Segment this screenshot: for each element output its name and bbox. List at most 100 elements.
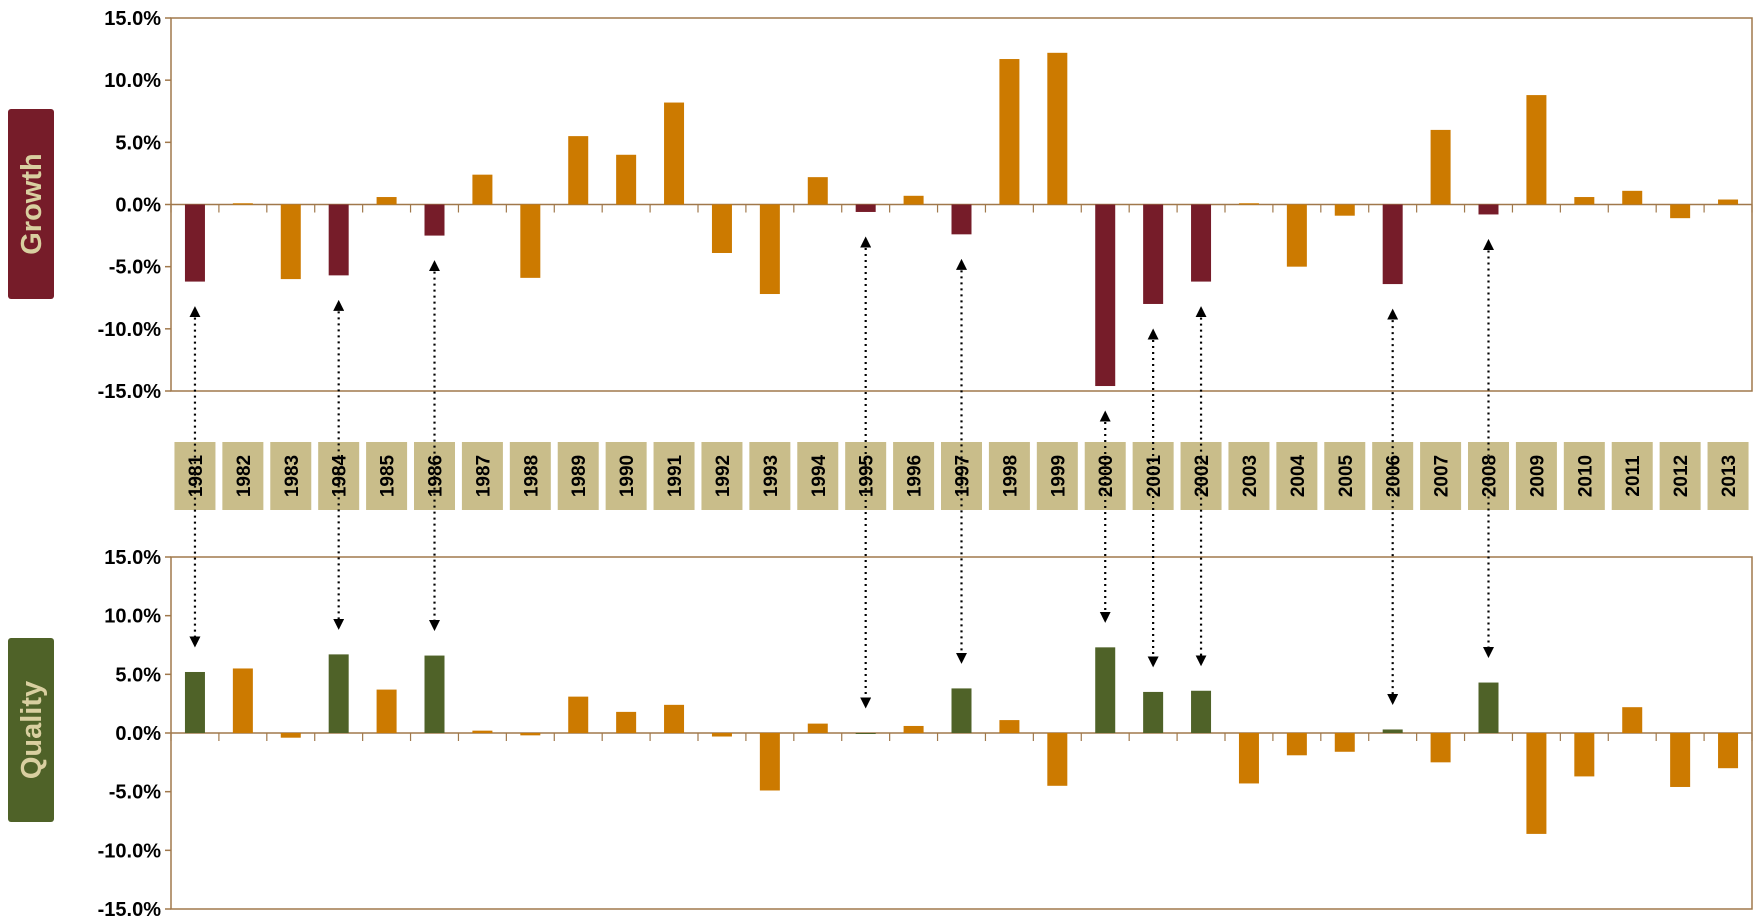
quality-y-tick-label: 5.0% xyxy=(115,664,161,686)
year-box-1994 xyxy=(797,442,839,510)
growth-bar-1992 xyxy=(711,204,732,253)
year-label-2010: 2010 xyxy=(1575,455,1596,497)
growth-bar-2013 xyxy=(1718,199,1739,205)
growth-y-tick-label: 15.0% xyxy=(104,8,161,30)
year-label-1989: 1989 xyxy=(569,455,590,497)
quality-y-tick-label: 0.0% xyxy=(115,723,161,745)
quality-bar-1989 xyxy=(568,696,589,733)
year-box-1998 xyxy=(988,442,1030,510)
quality-bar-2012 xyxy=(1670,733,1691,787)
growth-bar-1983 xyxy=(280,204,301,280)
year-label-1983: 1983 xyxy=(282,455,303,497)
year-box-2010 xyxy=(1563,442,1605,510)
growth-y-tick-label: -5.0% xyxy=(109,257,161,279)
quality-bar-1985 xyxy=(376,689,397,733)
year-label-1997: 1997 xyxy=(953,455,974,497)
growth-bar-1997 xyxy=(951,204,972,235)
quality-label-background xyxy=(8,638,54,822)
year-label-1990: 1990 xyxy=(617,455,638,497)
year-label-2012: 2012 xyxy=(1671,455,1692,497)
quality-label-box: Quality xyxy=(8,638,54,822)
year-box-2011 xyxy=(1611,442,1653,510)
year-box-1996 xyxy=(893,442,935,510)
growth-bar-1990 xyxy=(616,154,637,205)
growth-y-tick-label: 5.0% xyxy=(115,132,161,154)
growth-bar-2002 xyxy=(1191,204,1212,282)
year-label-2003: 2003 xyxy=(1240,455,1261,497)
quality-bar-2011 xyxy=(1622,707,1643,733)
year-label-1991: 1991 xyxy=(665,454,686,497)
year-label-1986: 1986 xyxy=(426,455,447,497)
year-box-2013 xyxy=(1707,442,1749,510)
growth-y-tick-label: -15.0% xyxy=(98,381,162,403)
year-label-2005: 2005 xyxy=(1336,454,1357,497)
year-label-2002: 2002 xyxy=(1192,455,1213,497)
quality-bar-2007 xyxy=(1430,733,1451,763)
year-label-1988: 1988 xyxy=(521,455,542,497)
year-label-1994: 1994 xyxy=(809,454,830,497)
growth-bar-2007 xyxy=(1430,129,1451,205)
quality-bar-1990 xyxy=(616,711,637,733)
growth-label-background xyxy=(8,109,54,299)
quality-bar-2010 xyxy=(1574,733,1595,777)
year-box-2005 xyxy=(1324,442,1366,510)
year-box-2003 xyxy=(1228,442,1270,510)
growth-bar-1994 xyxy=(807,177,828,205)
growth-panel: 15.0% 10.0% 5.0% 0.0% -5.0% -10.0% -15.0% xyxy=(98,8,1753,403)
year-label-2013: 2013 xyxy=(1719,455,1740,497)
growth-bar-1996 xyxy=(903,195,924,205)
quality-bar-1991 xyxy=(664,704,685,733)
year-label-1993: 1993 xyxy=(761,455,782,497)
growth-y-tick-label: 10.0% xyxy=(104,70,161,92)
growth-bar-2000 xyxy=(1095,204,1116,387)
quality-y-tick-label: -5.0% xyxy=(109,782,161,804)
growth-bar-1991 xyxy=(664,102,685,205)
quality-bar-1981 xyxy=(184,671,205,733)
year-box-1983 xyxy=(270,442,312,510)
year-label-2000: 2000 xyxy=(1096,455,1117,497)
year-label-1995: 1995 xyxy=(857,454,878,497)
quality-bar-2013 xyxy=(1718,733,1739,769)
year-label-2007: 2007 xyxy=(1432,455,1453,497)
year-label-2006: 2006 xyxy=(1384,455,1405,497)
quality-bar-1993 xyxy=(759,733,780,791)
growth-bar-1982 xyxy=(232,203,253,205)
quality-panel: 15.0% 10.0% 5.0% 0.0% -5.0% -10.0% -15.0% xyxy=(98,547,1753,921)
year-label-2004: 2004 xyxy=(1288,454,1309,497)
growth-bar-2006 xyxy=(1382,204,1403,285)
quality-bar-2008 xyxy=(1478,682,1499,733)
year-label-1999: 1999 xyxy=(1048,455,1069,497)
quality-bar-1982 xyxy=(232,668,253,733)
growth-bar-1987 xyxy=(472,174,493,205)
year-label-2009: 2009 xyxy=(1527,455,1548,497)
year-box-2004 xyxy=(1276,442,1318,510)
quality-label: Quality xyxy=(16,681,48,779)
year-label-2008: 2008 xyxy=(1480,455,1501,497)
year-box-1999 xyxy=(1036,442,1078,510)
growth-bar-1989 xyxy=(568,136,589,205)
quality-bar-1996 xyxy=(903,725,924,733)
growth-bar-2005 xyxy=(1334,204,1355,216)
quality-bar-2009 xyxy=(1526,733,1547,834)
growth-label: Growth xyxy=(16,153,48,255)
quality-bar-1998 xyxy=(999,720,1020,733)
growth-bar-1985 xyxy=(376,197,397,205)
year-box-2012 xyxy=(1659,442,1701,510)
year-box-1990 xyxy=(605,442,647,510)
year-label-1982: 1982 xyxy=(234,455,255,497)
quality-bar-2005 xyxy=(1334,733,1355,752)
growth-bar-2012 xyxy=(1670,204,1691,219)
quality-bar-1988 xyxy=(520,733,541,736)
quality-bar-2002 xyxy=(1191,690,1212,733)
year-box-2009 xyxy=(1515,442,1557,510)
quality-y-tick-label: 10.0% xyxy=(104,606,161,628)
growth-label-box: Growth xyxy=(8,109,54,299)
year-box-1993 xyxy=(749,442,791,510)
growth-bar-1981 xyxy=(184,204,205,282)
year-box-1987 xyxy=(461,442,503,510)
quality-y-tick-label: -15.0% xyxy=(98,899,162,919)
quality-bar-2003 xyxy=(1238,733,1259,784)
quality-y-tick-label: 15.0% xyxy=(104,547,161,569)
year-box-1992 xyxy=(701,442,743,510)
